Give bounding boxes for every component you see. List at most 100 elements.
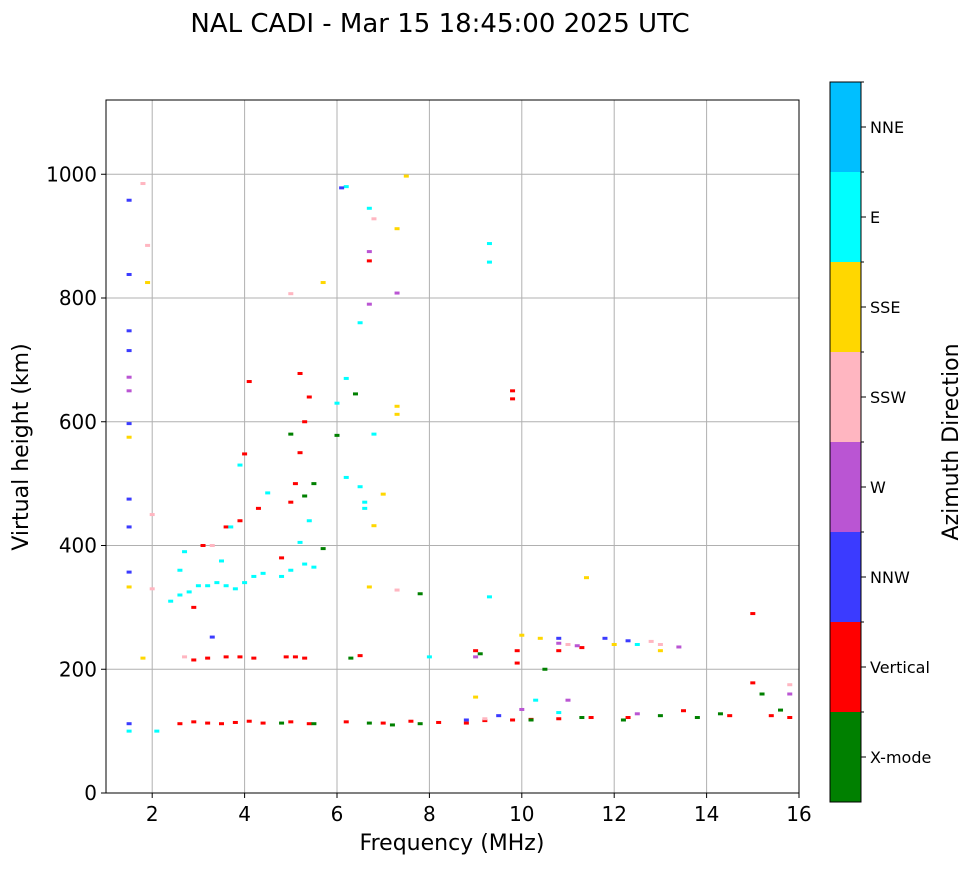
x-tick-label: 8 bbox=[423, 802, 436, 826]
point-e bbox=[279, 574, 285, 578]
point-x-mode bbox=[694, 716, 700, 720]
point-vertical bbox=[177, 722, 183, 726]
point-e bbox=[242, 581, 248, 585]
point-e bbox=[357, 485, 363, 489]
point-e bbox=[168, 599, 174, 603]
colorbar-frame bbox=[829, 81, 862, 803]
point-x-mode bbox=[320, 547, 326, 551]
point-ssw bbox=[140, 182, 146, 186]
data-marks bbox=[126, 174, 793, 733]
point-nnw bbox=[126, 525, 132, 529]
point-x-mode bbox=[759, 692, 765, 696]
axis-ticks: 2 4 6 8 10 12 14 16 0 200 400 600 800 1000 bbox=[46, 162, 812, 826]
point-e bbox=[154, 729, 160, 733]
point-vertical bbox=[260, 721, 266, 725]
point-sse bbox=[371, 524, 377, 528]
point-sse bbox=[320, 281, 326, 285]
colorbar-label-vertical: Vertical bbox=[870, 658, 930, 677]
point-vertical bbox=[205, 656, 211, 660]
point-nnw bbox=[496, 714, 502, 718]
point-vertical bbox=[219, 722, 224, 726]
point-vertical bbox=[514, 661, 520, 665]
point-ssw bbox=[371, 217, 377, 221]
point-vertical bbox=[279, 556, 285, 560]
y-tick-label: 0 bbox=[84, 781, 97, 805]
point-e bbox=[556, 711, 562, 715]
point-vertical bbox=[292, 482, 298, 486]
colorbar-label-sse: SSE bbox=[870, 298, 900, 317]
point-x-mode bbox=[620, 718, 626, 722]
point-e bbox=[366, 206, 372, 210]
point-nnw bbox=[602, 636, 608, 640]
colorbar-segment bbox=[830, 172, 861, 262]
point-nnw bbox=[126, 329, 132, 333]
point-e bbox=[362, 506, 368, 510]
point-vertical bbox=[297, 451, 303, 455]
point-vertical bbox=[255, 506, 261, 510]
point-e bbox=[288, 568, 294, 572]
point-x-mode bbox=[279, 721, 285, 725]
point-vertical bbox=[237, 655, 243, 659]
point-sse bbox=[366, 585, 372, 589]
point-sse bbox=[380, 492, 386, 496]
x-tick-label: 16 bbox=[786, 802, 811, 826]
point-vertical bbox=[681, 709, 686, 713]
point-vertical bbox=[366, 259, 372, 263]
colorbar-label-x-mode: X-mode bbox=[870, 748, 931, 767]
point-sse bbox=[473, 695, 479, 699]
point-x-mode bbox=[417, 592, 423, 596]
point-vertical bbox=[380, 721, 386, 725]
x-tick-label: 2 bbox=[146, 802, 159, 826]
colorbar-label-nnw: NNW bbox=[870, 568, 910, 587]
point-vertical bbox=[302, 420, 308, 424]
point-e bbox=[357, 321, 363, 325]
point-sse bbox=[403, 174, 409, 178]
point-vertical bbox=[237, 519, 243, 523]
colorbar-segment bbox=[830, 262, 861, 352]
point-vertical bbox=[768, 714, 774, 718]
x-tick-label: 14 bbox=[694, 802, 719, 826]
point-e bbox=[237, 463, 243, 467]
point-vertical bbox=[787, 716, 793, 720]
point-e bbox=[186, 590, 192, 594]
point-vertical bbox=[288, 500, 294, 504]
point-e bbox=[228, 525, 234, 529]
point-vertical bbox=[482, 719, 488, 723]
point-vertical bbox=[288, 720, 294, 724]
point-sse bbox=[126, 435, 132, 439]
y-tick-label: 400 bbox=[59, 534, 97, 558]
point-w bbox=[366, 250, 372, 254]
point-vertical bbox=[297, 371, 303, 375]
chart-title: NAL CADI - Mar 15 18:45:00 2025 UTC bbox=[190, 9, 689, 39]
point-vertical bbox=[357, 654, 363, 658]
point-x-mode bbox=[389, 723, 395, 727]
point-ssw bbox=[182, 655, 188, 659]
point-sse bbox=[140, 656, 146, 660]
point-vertical bbox=[191, 720, 197, 724]
point-e bbox=[251, 574, 257, 578]
point-e bbox=[634, 643, 640, 646]
point-x-mode bbox=[542, 667, 548, 671]
point-vertical bbox=[514, 649, 520, 653]
point-nnw bbox=[209, 635, 215, 639]
point-w bbox=[473, 655, 479, 659]
point-vertical bbox=[191, 658, 197, 662]
point-vertical bbox=[556, 717, 562, 721]
point-x-mode bbox=[778, 708, 784, 712]
point-e bbox=[219, 559, 224, 563]
point-ssw bbox=[565, 643, 571, 646]
point-vertical bbox=[750, 612, 756, 616]
point-x-mode bbox=[366, 721, 372, 725]
point-vertical bbox=[205, 721, 211, 725]
point-w bbox=[556, 641, 562, 645]
point-e bbox=[302, 562, 308, 566]
point-e bbox=[260, 571, 266, 575]
colorbar-label-ssw: SSW bbox=[870, 388, 906, 407]
point-e bbox=[371, 432, 377, 436]
point-x-mode bbox=[348, 656, 354, 660]
point-e bbox=[297, 540, 303, 544]
point-vertical bbox=[306, 395, 312, 399]
colorbar-segment bbox=[830, 82, 861, 172]
point-vertical bbox=[242, 452, 248, 456]
point-nnw bbox=[556, 636, 562, 640]
